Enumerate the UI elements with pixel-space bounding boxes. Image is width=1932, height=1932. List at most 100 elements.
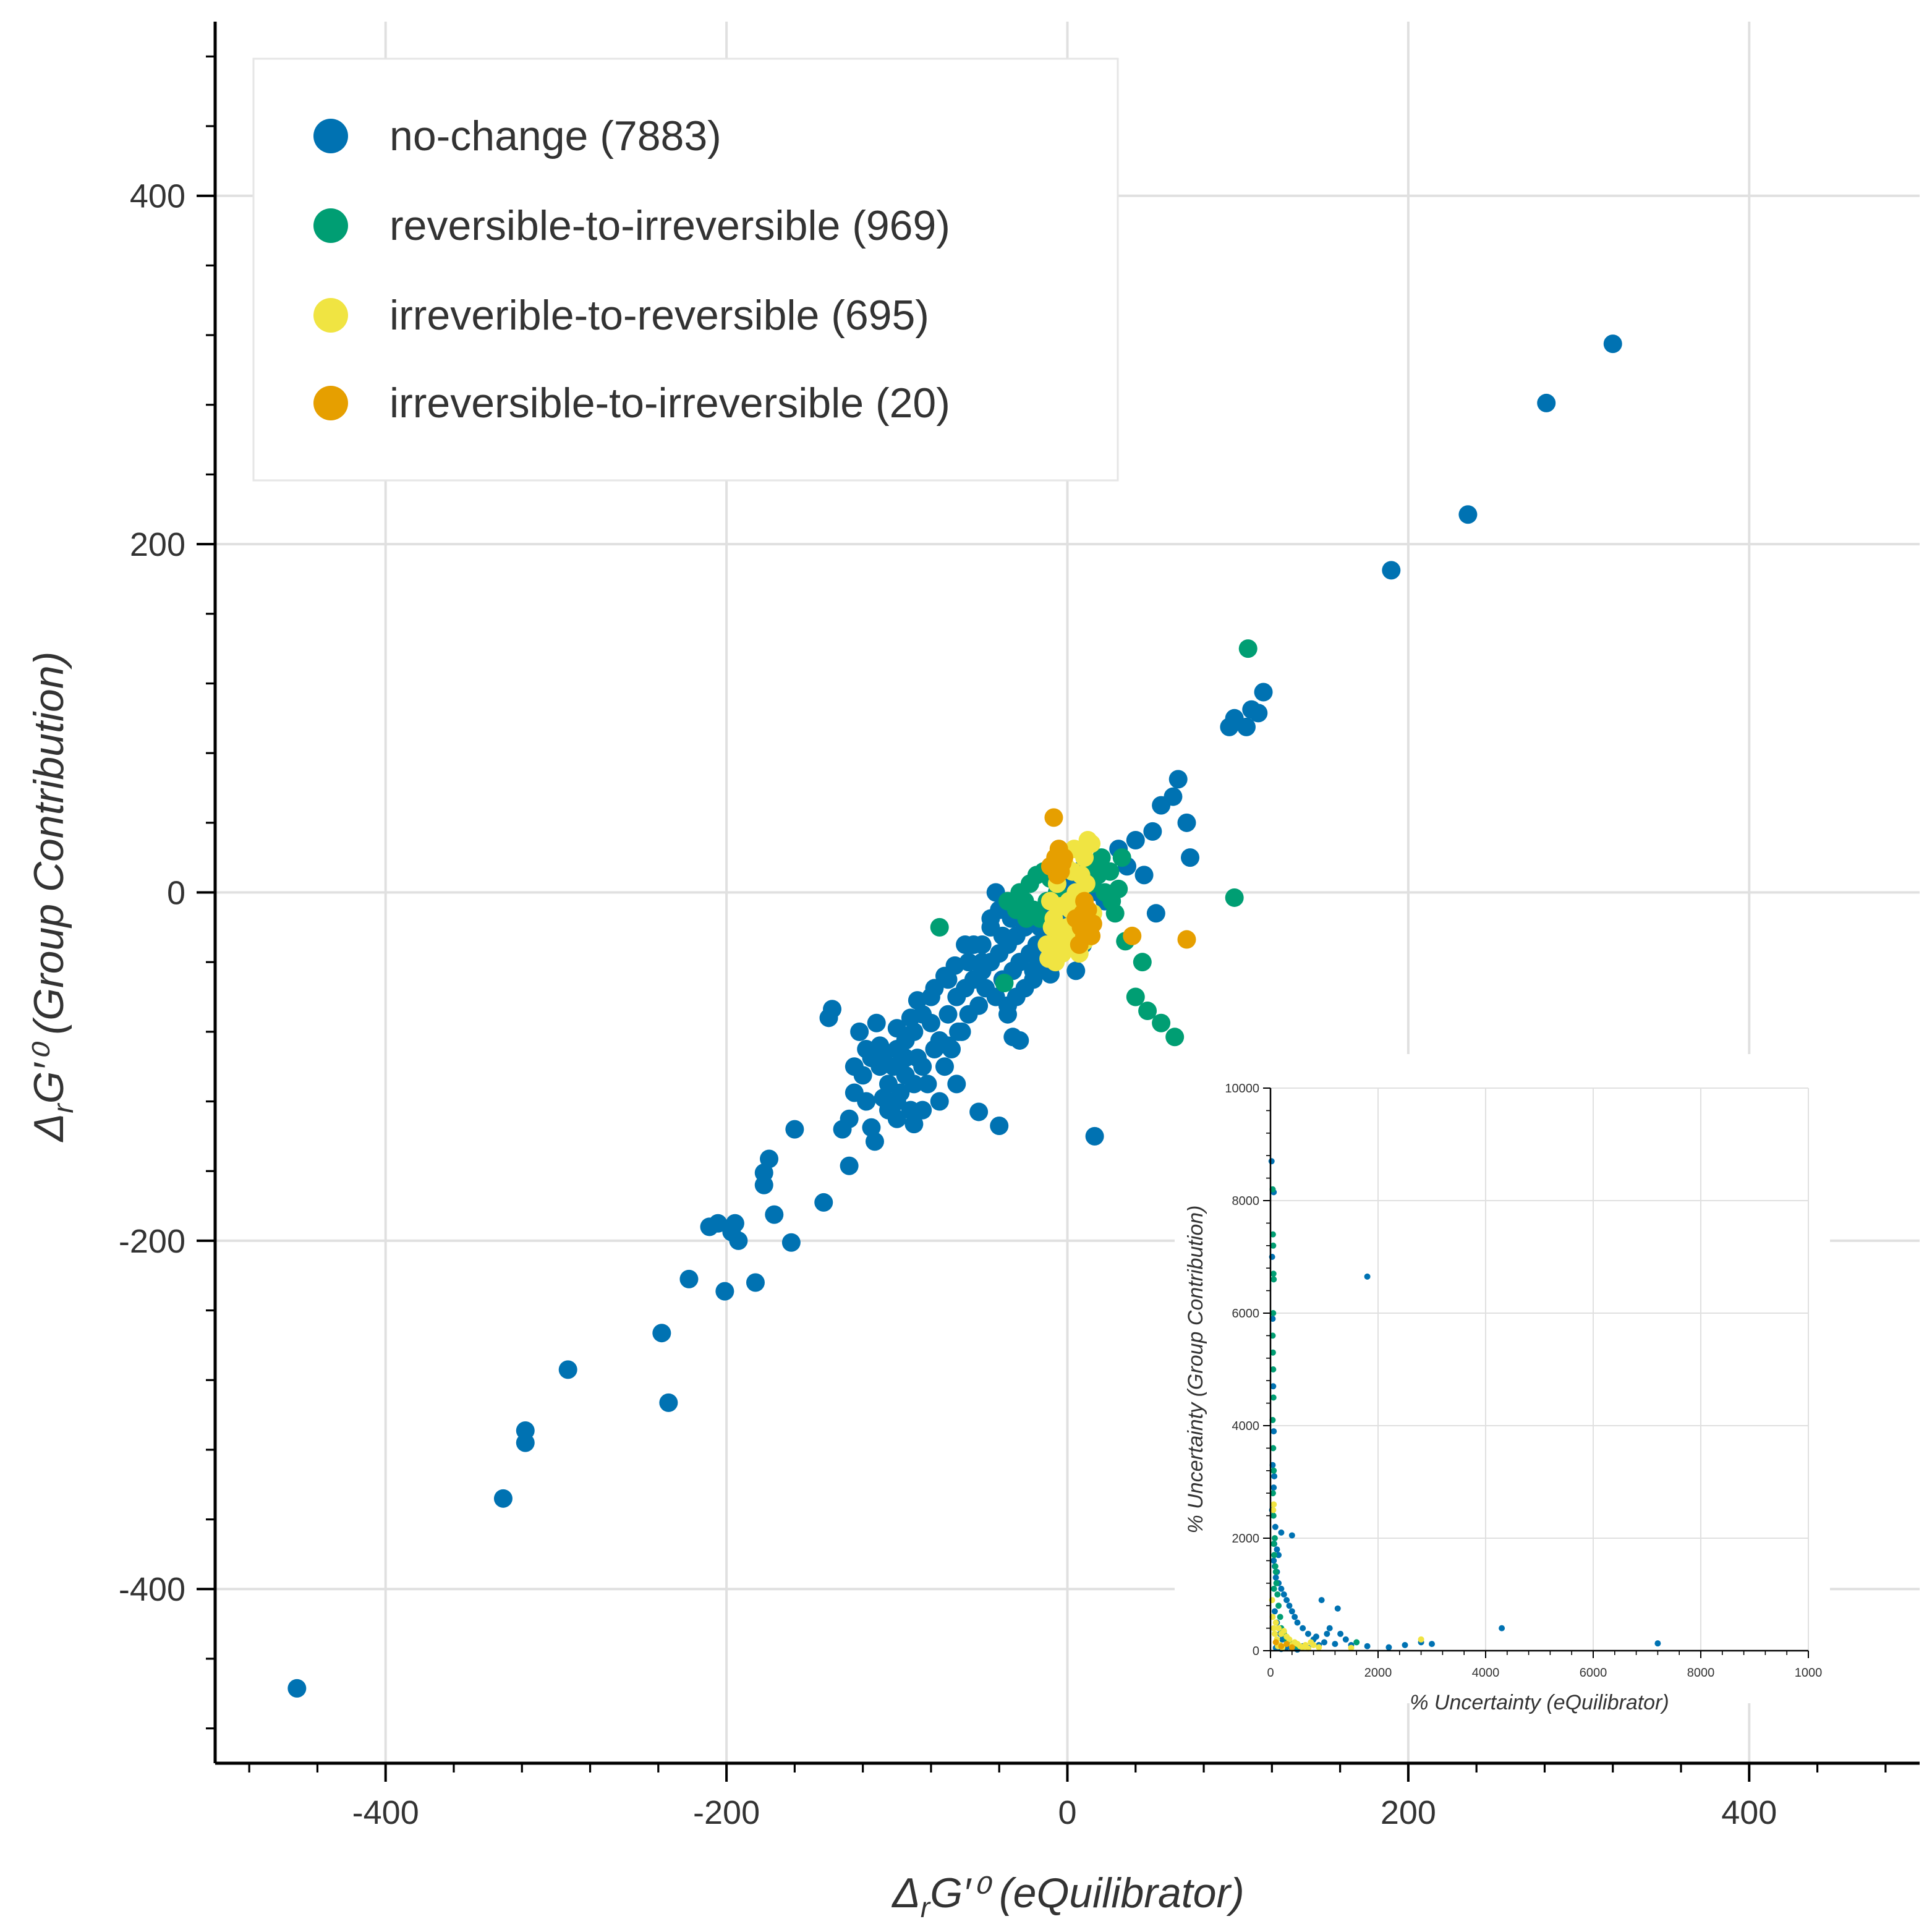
data-point bbox=[1270, 1625, 1277, 1632]
data-point bbox=[959, 953, 978, 972]
data-point bbox=[1272, 1619, 1279, 1626]
inset-scatter-chart: 0 2000 4000 6000 8000 10000200040006000800010… bbox=[1175, 1054, 1830, 1714]
data-point bbox=[969, 996, 989, 1015]
data-point bbox=[1270, 1557, 1277, 1564]
data-point bbox=[884, 1057, 903, 1076]
data-point bbox=[1275, 1625, 1282, 1632]
y-tick-label: 200 bbox=[130, 526, 185, 563]
series-irr_to_rev bbox=[1269, 1501, 1424, 1652]
main-x-axis-label-delta: Δ bbox=[891, 1870, 921, 1917]
data-point bbox=[1537, 393, 1556, 412]
data-point bbox=[746, 1273, 765, 1292]
data-point bbox=[874, 1088, 893, 1107]
data-point bbox=[1270, 1501, 1277, 1508]
data-point bbox=[814, 1193, 833, 1212]
data-point bbox=[1066, 961, 1086, 981]
data-point bbox=[1310, 1641, 1317, 1648]
main-tick-labels: -400 -200 0 200 400 -400 -200 0 200 400 bbox=[119, 178, 1777, 1831]
data-point bbox=[1254, 683, 1273, 702]
data-point bbox=[1269, 1231, 1276, 1238]
data-point bbox=[659, 1393, 678, 1412]
data-point bbox=[1076, 921, 1096, 940]
legend-entry: irreversible-to-irreversible (20) bbox=[313, 380, 950, 427]
data-point bbox=[287, 1679, 307, 1698]
series-irr_to_irr bbox=[1272, 1639, 1295, 1651]
data-point bbox=[1429, 1641, 1435, 1648]
data-point bbox=[1010, 1031, 1029, 1050]
data-point bbox=[1112, 848, 1131, 867]
data-point bbox=[1337, 1630, 1344, 1637]
data-point bbox=[1292, 1614, 1298, 1620]
data-point bbox=[1143, 822, 1162, 841]
data-point bbox=[1271, 1630, 1278, 1637]
data-point bbox=[1326, 1625, 1333, 1632]
data-point bbox=[1076, 874, 1096, 893]
y-tick-label: 10000 bbox=[1225, 1082, 1259, 1096]
legend-label: no-change (7883) bbox=[389, 113, 721, 160]
data-point bbox=[1458, 505, 1478, 524]
data-point bbox=[947, 1075, 966, 1094]
data-point bbox=[1304, 1630, 1311, 1637]
data-point bbox=[493, 1489, 513, 1508]
data-point bbox=[1073, 904, 1092, 923]
data-point bbox=[850, 1022, 869, 1041]
inset-y-axis-label: % Uncertainty (Group Contribution) bbox=[1184, 1205, 1207, 1533]
data-point bbox=[1270, 1541, 1277, 1547]
data-point bbox=[1270, 1394, 1277, 1401]
data-point bbox=[1270, 1585, 1277, 1592]
data-point bbox=[1278, 1529, 1285, 1536]
data-point bbox=[1288, 1644, 1295, 1651]
data-point bbox=[1177, 813, 1196, 832]
data-point bbox=[1280, 1591, 1287, 1598]
data-point bbox=[1316, 1644, 1322, 1651]
y-tick-label: 8000 bbox=[1232, 1194, 1260, 1208]
data-point bbox=[1051, 862, 1070, 881]
main-y-axis-label-rest: G′⁰ (Group Contribution) bbox=[25, 652, 72, 1104]
data-point bbox=[1321, 1639, 1327, 1646]
data-point bbox=[760, 1149, 779, 1168]
data-point bbox=[908, 991, 927, 1010]
data-point bbox=[1249, 704, 1268, 723]
inset-background bbox=[1175, 1054, 1830, 1703]
data-point bbox=[1275, 1602, 1282, 1609]
x-tick-label: 400 bbox=[1721, 1794, 1777, 1831]
data-point bbox=[930, 917, 949, 937]
data-point bbox=[558, 1360, 577, 1379]
data-point bbox=[1105, 904, 1125, 923]
data-point bbox=[1332, 1641, 1338, 1648]
data-point bbox=[938, 1005, 958, 1024]
data-point bbox=[1109, 879, 1128, 898]
legend-entry: no-change (7883) bbox=[313, 113, 721, 160]
data-point bbox=[1273, 1580, 1280, 1586]
series-irr_to_irr bbox=[1040, 808, 1196, 955]
data-point bbox=[901, 1008, 920, 1028]
data-point bbox=[1278, 1643, 1285, 1649]
data-point bbox=[1270, 1428, 1277, 1435]
data-point bbox=[1126, 987, 1145, 1006]
data-point bbox=[1270, 1276, 1277, 1283]
data-point bbox=[1334, 1605, 1341, 1612]
data-point bbox=[1286, 1602, 1293, 1609]
data-point bbox=[725, 1214, 744, 1233]
y-tick-label: -200 bbox=[119, 1223, 185, 1260]
data-point bbox=[981, 909, 1000, 928]
data-point bbox=[1342, 1636, 1349, 1643]
inset-axes bbox=[1263, 1087, 1809, 1658]
data-point bbox=[1288, 1532, 1295, 1539]
data-point bbox=[969, 1102, 989, 1121]
data-point bbox=[867, 1013, 886, 1032]
main-y-axis-label: ΔrG′⁰ (Group Contribution) bbox=[25, 652, 79, 1143]
data-point bbox=[709, 1214, 728, 1233]
data-point bbox=[891, 1083, 910, 1102]
data-point bbox=[754, 1175, 773, 1194]
data-point bbox=[1138, 1002, 1157, 1021]
main-x-axis-label: ΔrG′⁰ (eQuilibrator) bbox=[891, 1870, 1245, 1923]
data-point bbox=[1275, 1552, 1282, 1559]
x-tick-label: 200 bbox=[1381, 1794, 1436, 1831]
data-point bbox=[1015, 979, 1034, 998]
legend-entry: irreverible-to-reversible (695) bbox=[313, 292, 929, 339]
x-tick-label: 2000 bbox=[1364, 1666, 1392, 1680]
y-tick-label: -400 bbox=[119, 1571, 185, 1608]
data-point bbox=[1085, 1126, 1104, 1146]
